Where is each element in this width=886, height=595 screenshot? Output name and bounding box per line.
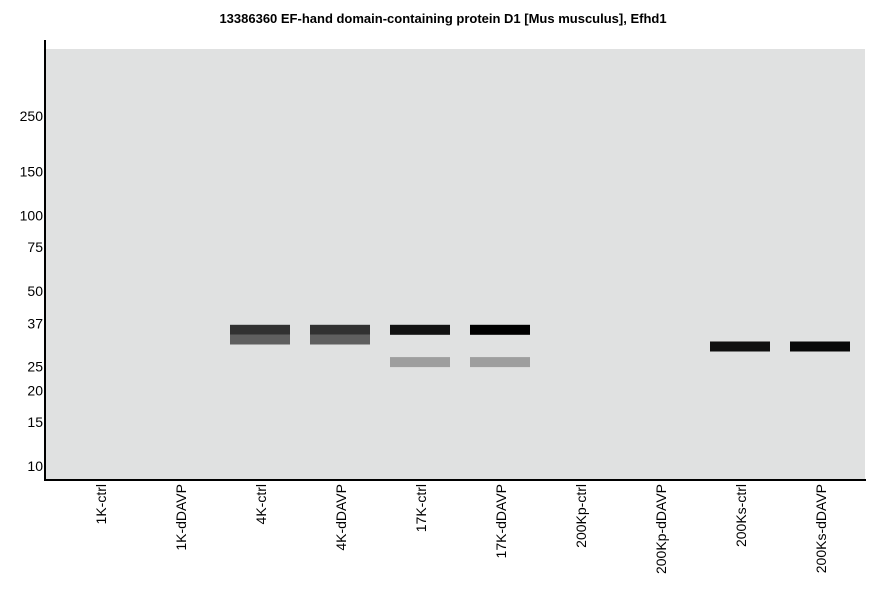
lane-label: 17K-dDAVP <box>493 484 509 558</box>
y-tick-label: 25 <box>27 358 43 374</box>
blot-background <box>45 49 865 480</box>
y-tick-label: 100 <box>20 208 44 224</box>
lane-label: 1K-ctrl <box>93 484 109 524</box>
y-tick-label: 150 <box>20 164 44 180</box>
band <box>230 324 290 335</box>
band <box>310 324 370 335</box>
lane-label: 1K-dDAVP <box>173 484 189 551</box>
band <box>470 324 530 335</box>
y-tick-label: 20 <box>27 383 43 399</box>
band <box>230 334 290 345</box>
lane-label: 200Kp-ctrl <box>573 484 589 548</box>
lane-label: 200Ks-ctrl <box>733 484 749 547</box>
lane-label: 200Kp-dDAVP <box>653 484 669 574</box>
y-tick-label: 15 <box>27 414 43 430</box>
lanes-layer: 1K-ctrl 1K-dDAVP 4K-ctrl 4K-dDAVP 17K-ctrl 17… <box>93 484 829 574</box>
lane-label: 200Ks-dDAVP <box>813 484 829 573</box>
band <box>710 341 770 352</box>
y-tick-label: 250 <box>20 108 44 124</box>
chart-title: 13386360 EF-hand domain-containing prote… <box>219 11 667 26</box>
y-tick-label: 50 <box>27 283 43 299</box>
band <box>470 357 530 368</box>
band <box>310 334 370 345</box>
lane-label: 17K-ctrl <box>413 484 429 532</box>
y-tick-label: 75 <box>27 239 43 255</box>
y-tick-label: 37 <box>27 316 43 332</box>
band <box>790 341 850 352</box>
lane-label: 4K-dDAVP <box>333 484 349 551</box>
ticks-layer: 250 150 100 75 50 37 25 20 15 10 <box>20 108 44 474</box>
bands-layer <box>230 324 850 368</box>
y-tick-label: 10 <box>27 458 43 474</box>
band <box>390 324 450 335</box>
lane-label: 4K-ctrl <box>253 484 269 524</box>
band <box>390 357 450 368</box>
